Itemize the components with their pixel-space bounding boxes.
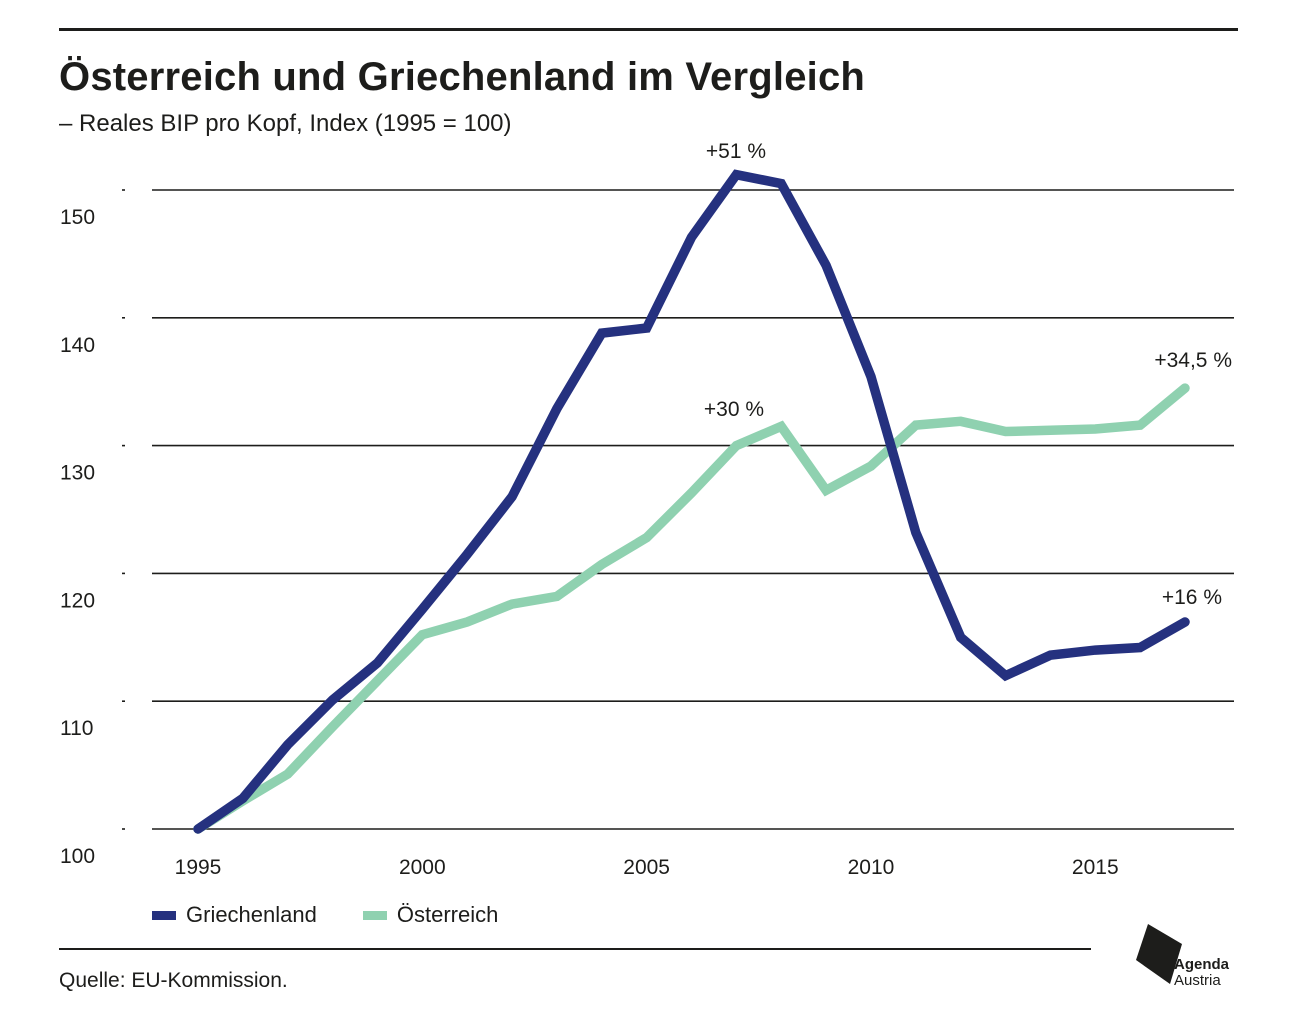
y-tick-label: 110	[60, 717, 93, 740]
chart-title: Österreich und Griechenland im Vergleich	[59, 55, 866, 99]
legend: Griechenland Österreich	[152, 902, 544, 928]
legend-item-griechenland: Griechenland	[152, 902, 317, 928]
top-rule	[59, 28, 1238, 31]
chart-subtitle: – Reales BIP pro Kopf, Index (1995 = 100…	[59, 110, 512, 137]
x-axis-ticks: 1995 2000 2005 2010 2015	[175, 856, 1119, 879]
x-tick-label: 2000	[399, 856, 446, 879]
bottom-rule	[59, 948, 1091, 950]
x-tick-label: 2010	[848, 856, 895, 879]
logo-text-austria: Austria	[1174, 972, 1221, 989]
annotations: +51 % +30 % +34,5 % +16 %	[704, 140, 1232, 609]
legend-label-griechenland: Griechenland	[186, 902, 317, 927]
logo-mark-icon	[1136, 924, 1182, 984]
x-tick-label: 1995	[175, 856, 222, 879]
series-line-griechenland	[193, 169, 1190, 834]
y-tick-label: 100	[60, 845, 95, 868]
x-tick-label: 2005	[623, 856, 670, 879]
annotation-label: +30 %	[704, 398, 764, 421]
legend-label-oesterreich: Österreich	[396, 902, 499, 927]
agenda-austria-logo: Agenda Austria	[1134, 920, 1244, 992]
annotation-label: +16 %	[1162, 586, 1222, 609]
y-axis-ticks: 100 110 120 130 140 150	[60, 206, 95, 868]
logo-text-agenda: Agenda	[1174, 956, 1230, 973]
annotation-label: +51 %	[706, 140, 766, 163]
legend-swatch-oesterreich	[362, 910, 387, 920]
annotation-label: +34,5 %	[1154, 349, 1232, 372]
y-tick-label: 140	[60, 334, 95, 357]
y-tick-label: 150	[60, 206, 95, 229]
y-tick-label: 120	[60, 589, 95, 612]
legend-item-oesterreich: Österreich	[362, 902, 499, 928]
legend-swatch-griechenland	[152, 910, 176, 920]
y-tick-label: 130	[60, 462, 95, 485]
series-line-oesterreich	[193, 383, 1190, 834]
x-tick-label: 2015	[1072, 856, 1119, 879]
source-note: Quelle: EU-Kommission.	[59, 969, 288, 992]
series-lines	[193, 169, 1190, 834]
